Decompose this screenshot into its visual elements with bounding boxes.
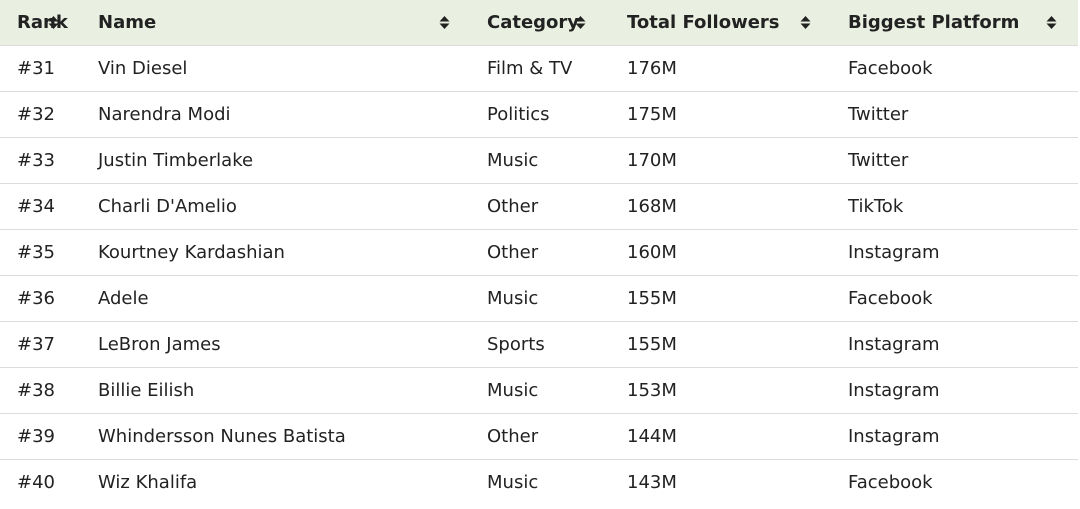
table-cell: #38 (0, 367, 81, 414)
table-cell: Politics (470, 91, 610, 138)
table-cell: #37 (0, 321, 81, 368)
table-row: #36 Adele Music 155M Facebook (0, 275, 1078, 322)
table-cell: TikTok (831, 183, 1078, 230)
table-cell: LeBron James (81, 321, 470, 368)
table-cell: Billie Eilish (81, 367, 470, 414)
table-cell: Other (470, 229, 610, 276)
header-row: Rank Name Category Total Followers Biggest P… (0, 0, 1078, 46)
header-label: Rank (17, 12, 68, 33)
table-cell: Vin Diesel (81, 45, 470, 92)
table-cell: Whindersson Nunes Batista (81, 413, 470, 460)
table-cell: 160M (610, 229, 831, 276)
table-header: Rank Name Category Total Followers Biggest P… (0, 0, 1078, 46)
table-cell: Kourtney Kardashian (81, 229, 470, 276)
table-cell: #35 (0, 229, 81, 276)
table-cell: #31 (0, 45, 81, 92)
table-cell: Music (470, 137, 610, 184)
table-row: #31 Vin Diesel Film & TV 176M Facebook (0, 45, 1078, 92)
table-cell: Instagram (831, 229, 1078, 276)
table-row: #35 Kourtney Kardashian Other 160M Instagram (0, 229, 1078, 276)
table-cell: 168M (610, 183, 831, 230)
table-row: #34 Charli D'Amelio Other 168M TikTok (0, 183, 1078, 230)
header-label: Total Followers (627, 12, 780, 33)
table-cell: 143M (610, 459, 831, 505)
table-cell: 155M (610, 275, 831, 322)
sort-icon[interactable] (800, 15, 811, 30)
table-cell: Music (470, 367, 610, 414)
table-row: #32 Narendra Modi Politics 175M Twitter (0, 91, 1078, 138)
header-label: Name (98, 12, 157, 33)
table-row: #37 LeBron James Sports 155M Instagram (0, 321, 1078, 368)
table-body: #31 Vin Diesel Film & TV 176M Facebook #32 Nar… (0, 45, 1078, 505)
table-row: #40 Wiz Khalifa Music 143M Facebook (0, 459, 1078, 505)
table-cell: Facebook (831, 275, 1078, 322)
table-cell: 170M (610, 137, 831, 184)
table-cell: Sports (470, 321, 610, 368)
table-cell: #33 (0, 137, 81, 184)
table-cell: Other (470, 183, 610, 230)
header-label: Biggest Platform (848, 12, 1020, 33)
table-cell: Twitter (831, 137, 1078, 184)
sort-icon[interactable] (1046, 15, 1057, 30)
header-label: Category (487, 12, 580, 33)
sort-arrows (800, 16, 811, 29)
table-cell: #36 (0, 275, 81, 322)
table-cell: #34 (0, 183, 81, 230)
table-cell: Other (470, 413, 610, 460)
table-cell: Narendra Modi (81, 91, 470, 138)
table-row: #38 Billie Eilish Music 153M Instagram (0, 367, 1078, 414)
table-row: #33 Justin Timberlake Music 170M Twitter (0, 137, 1078, 184)
column-header[interactable]: Category (470, 0, 610, 46)
table-cell: Instagram (831, 321, 1078, 368)
table-cell: 153M (610, 367, 831, 414)
sort-icon[interactable] (48, 15, 59, 30)
table-cell: Wiz Khalifa (81, 459, 470, 505)
column-header[interactable]: Biggest Platform (831, 0, 1078, 46)
table-cell: Justin Timberlake (81, 137, 470, 184)
table-cell: Music (470, 459, 610, 505)
table-cell: 144M (610, 413, 831, 460)
table-cell: Facebook (831, 45, 1078, 92)
sort-icon[interactable] (439, 15, 450, 30)
table-row: #39 Whindersson Nunes Batista Other 144M Ins… (0, 413, 1078, 460)
table-cell: Facebook (831, 459, 1078, 505)
table-cell: 155M (610, 321, 831, 368)
table-cell: Music (470, 275, 610, 322)
column-header[interactable]: Name (81, 0, 470, 46)
table-cell: Twitter (831, 91, 1078, 138)
table-cell: #32 (0, 91, 81, 138)
column-header[interactable]: Rank (0, 0, 81, 46)
table-cell: Film & TV (470, 45, 610, 92)
table-cell: #39 (0, 413, 81, 460)
sort-arrows (48, 16, 59, 29)
table-cell: Instagram (831, 413, 1078, 460)
table-cell: #40 (0, 459, 81, 505)
table-cell: 175M (610, 91, 831, 138)
table-cell: Charli D'Amelio (81, 183, 470, 230)
sort-icon[interactable] (575, 15, 586, 30)
table-cell: 176M (610, 45, 831, 92)
column-header[interactable]: Total Followers (610, 0, 831, 46)
table-cell: Instagram (831, 367, 1078, 414)
table-cell: Adele (81, 275, 470, 322)
sort-arrows (575, 16, 586, 29)
sort-arrows (439, 16, 450, 29)
sort-arrows (1046, 16, 1057, 29)
